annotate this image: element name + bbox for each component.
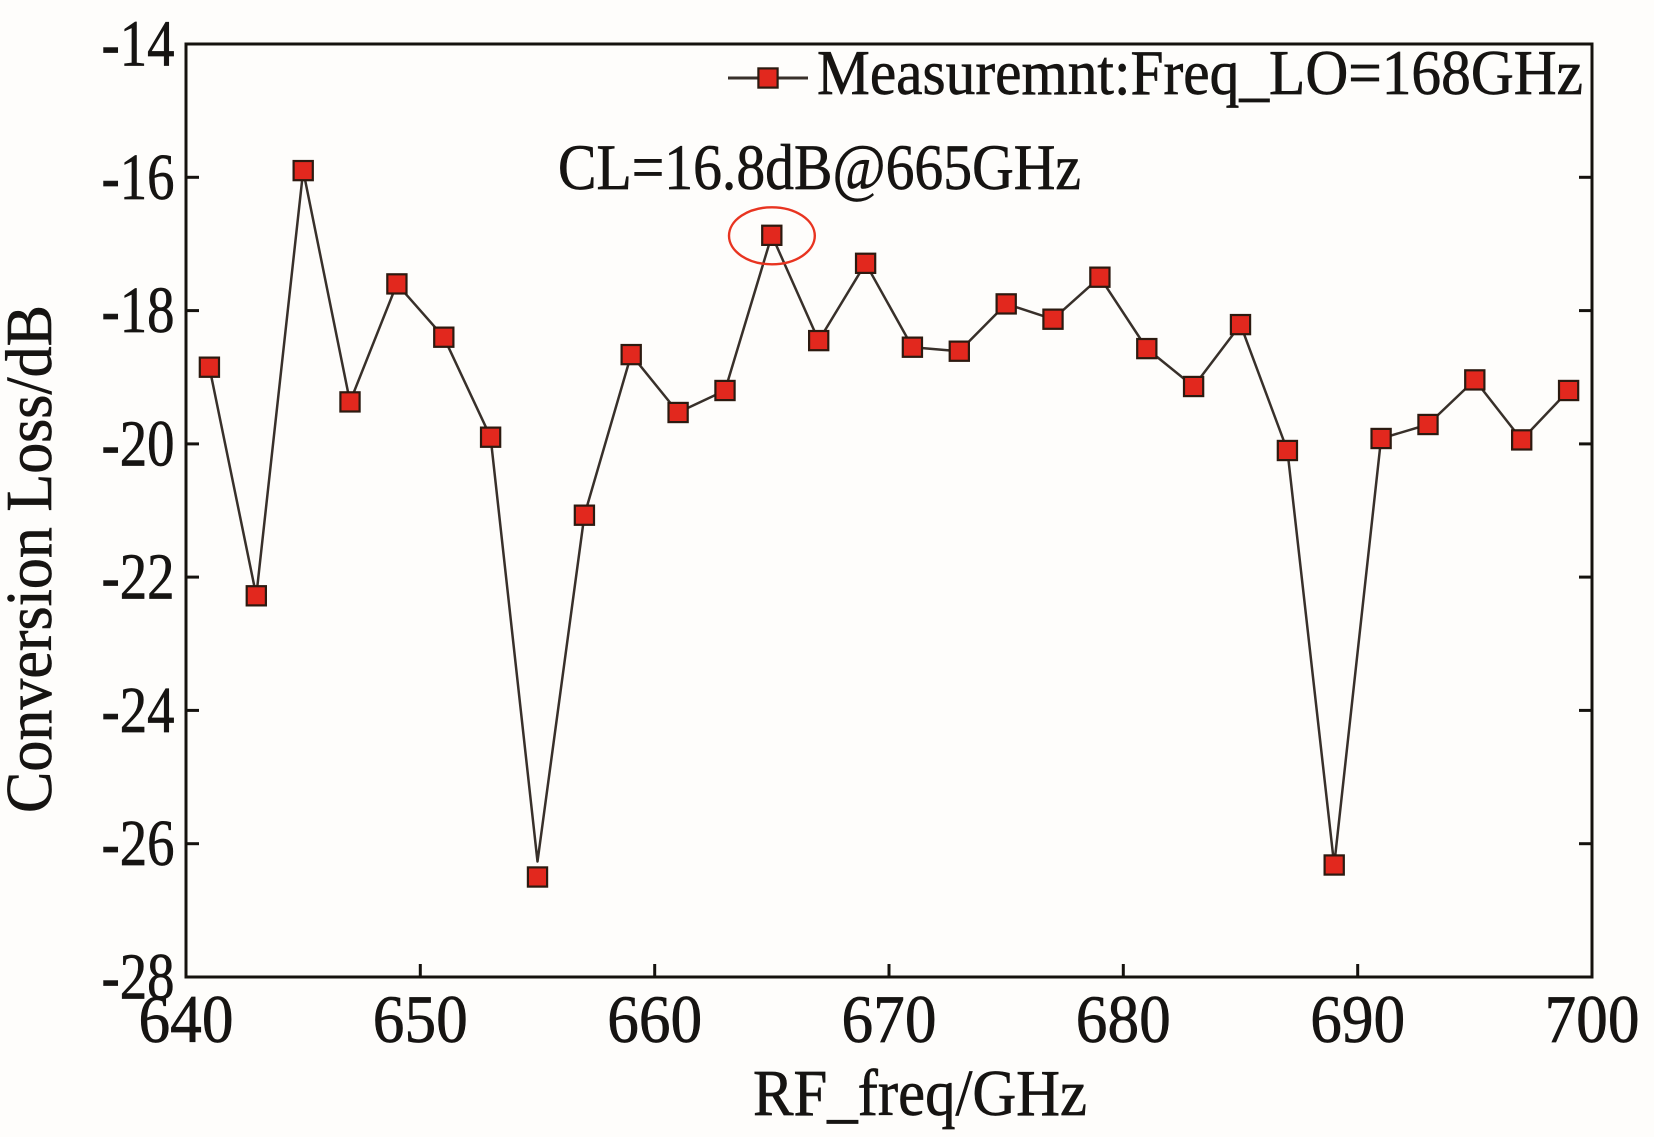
svg-text:-16: -16	[102, 141, 175, 214]
svg-text:690: 690	[1310, 981, 1405, 1057]
svg-text:Conversion Loss/dB: Conversion Loss/dB	[0, 305, 66, 813]
svg-text:640: 640	[139, 981, 234, 1057]
svg-text:-26: -26	[102, 807, 175, 880]
svg-text:-24: -24	[102, 674, 175, 747]
svg-text:650: 650	[373, 981, 468, 1057]
svg-text:Measuremnt:Freq_LO=168GHz: Measuremnt:Freq_LO=168GHz	[817, 37, 1583, 108]
svg-text:-14: -14	[102, 8, 175, 81]
svg-text:700: 700	[1545, 981, 1640, 1057]
svg-text:-20: -20	[102, 407, 175, 480]
svg-text:-28: -28	[102, 941, 175, 1014]
svg-text:CL=16.8dB@665GHz: CL=16.8dB@665GHz	[558, 132, 1081, 204]
svg-text:-22: -22	[102, 541, 175, 614]
svg-text:RF_freq/GHz: RF_freq/GHz	[753, 1057, 1087, 1130]
svg-text:670: 670	[842, 981, 937, 1057]
svg-text:680: 680	[1076, 981, 1171, 1057]
svg-text:-18: -18	[102, 274, 175, 347]
svg-text:660: 660	[607, 981, 702, 1057]
